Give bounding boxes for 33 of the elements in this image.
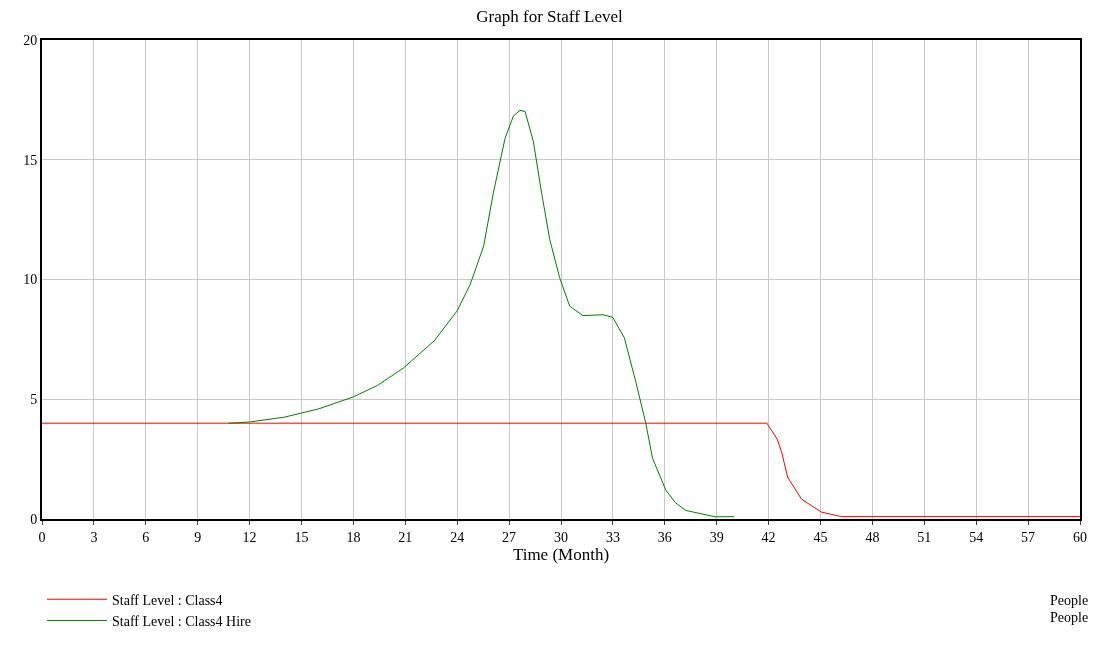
x-tick-label: 39 (709, 529, 724, 545)
legend-label: Staff Level : Class4 Hire (112, 613, 251, 629)
x-tick-label: 51 (917, 529, 932, 545)
line-series (42, 422, 1080, 518)
x-tick-label: 21 (398, 529, 413, 545)
x-tick-label: 9 (194, 529, 202, 545)
x-axis-title: Time (Month) (512, 544, 610, 564)
x-tick-label: 15 (294, 529, 309, 545)
x-tick-label: 24 (450, 529, 465, 545)
y-tick-label: 10 (23, 272, 38, 288)
x-tick-label: 36 (657, 529, 672, 545)
x-tick-label: 60 (1073, 529, 1087, 545)
legend-label: Staff Level : Class4 (112, 592, 223, 608)
text: People (1050, 610, 1089, 625)
x-tick-label: 57 (1021, 529, 1036, 545)
x-tick-label: 12 (242, 529, 257, 545)
x-tick-label: 48 (865, 529, 880, 545)
x-tick-label: 18 (346, 529, 361, 545)
x-tick-label: 27 (502, 529, 517, 545)
x-tick-label: 6 (142, 529, 150, 545)
y-tick-label: 5 (30, 392, 38, 408)
x-tick-label: 54 (969, 529, 984, 545)
x-tick-label: 42 (761, 529, 776, 545)
x-tick-label: 30 (554, 529, 568, 545)
x-tick-label: 3 (90, 529, 98, 545)
y-tick-label: 15 (23, 152, 38, 168)
x-tick-label: 33 (605, 529, 620, 545)
x-tick-label: 45 (813, 529, 828, 545)
text: People (1050, 593, 1089, 608)
line-series (228, 109, 735, 518)
y-tick-label: 0 (30, 511, 38, 527)
chart-title: Graph for Staff Level (476, 6, 624, 26)
y-tick-label: 20 (23, 32, 38, 48)
